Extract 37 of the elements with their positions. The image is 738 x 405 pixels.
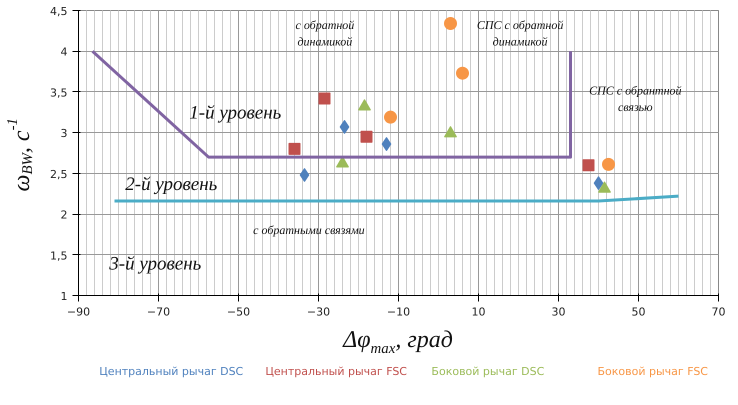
point (582, 159, 594, 172)
text: Боковой рычаг DSC (431, 365, 545, 378)
y-tick-label: 2,5 (50, 168, 68, 181)
x-tick-label: 30 (552, 306, 566, 318)
y-tick-label: 1,5 (50, 249, 68, 262)
y-tick-label: 1 (60, 290, 68, 303)
y-tick-label: 4,5 (50, 5, 68, 18)
annotation: с обратной динамикой (295, 18, 354, 49)
x-axis-title: Δφ$_{max}$, град (341, 326, 454, 359)
point (456, 66, 469, 80)
x-tick-label: 10 (472, 306, 486, 318)
annotation: 3-й уровень (108, 254, 202, 275)
annotation: 2-й уровень (125, 174, 218, 195)
point (288, 142, 300, 155)
x-tick-label: −50 (226, 306, 250, 318)
x-tick-label: −70 (146, 306, 170, 318)
y-tick-label: 4 (60, 46, 68, 59)
x-tick-label: −90 (66, 306, 90, 318)
x-tick-label: 50 (632, 306, 646, 318)
text: Центральный рычаг DSC (99, 365, 244, 378)
point (360, 130, 372, 143)
x-tick-label: −10 (386, 306, 410, 318)
point (602, 158, 615, 171)
annotation: 1-й уровень (189, 102, 282, 124)
point (444, 17, 457, 30)
annotation: с обратными связями (253, 222, 365, 237)
annotation: СПС с обрантной связью (589, 83, 682, 114)
text: Центральный рычаг FSC (265, 365, 408, 378)
y-tick-label: 3,5 (50, 86, 68, 100)
x-tick-label: 70 (712, 306, 726, 318)
y-tick-label: 2 (60, 208, 68, 222)
point (318, 92, 330, 104)
text: Боковой рычаг FSC (598, 365, 708, 378)
annotation: СПС с обратной динамикой (476, 18, 564, 49)
x-tick-label: −30 (306, 306, 330, 318)
point (384, 110, 397, 124)
y-tick-label: 3 (60, 127, 68, 140)
